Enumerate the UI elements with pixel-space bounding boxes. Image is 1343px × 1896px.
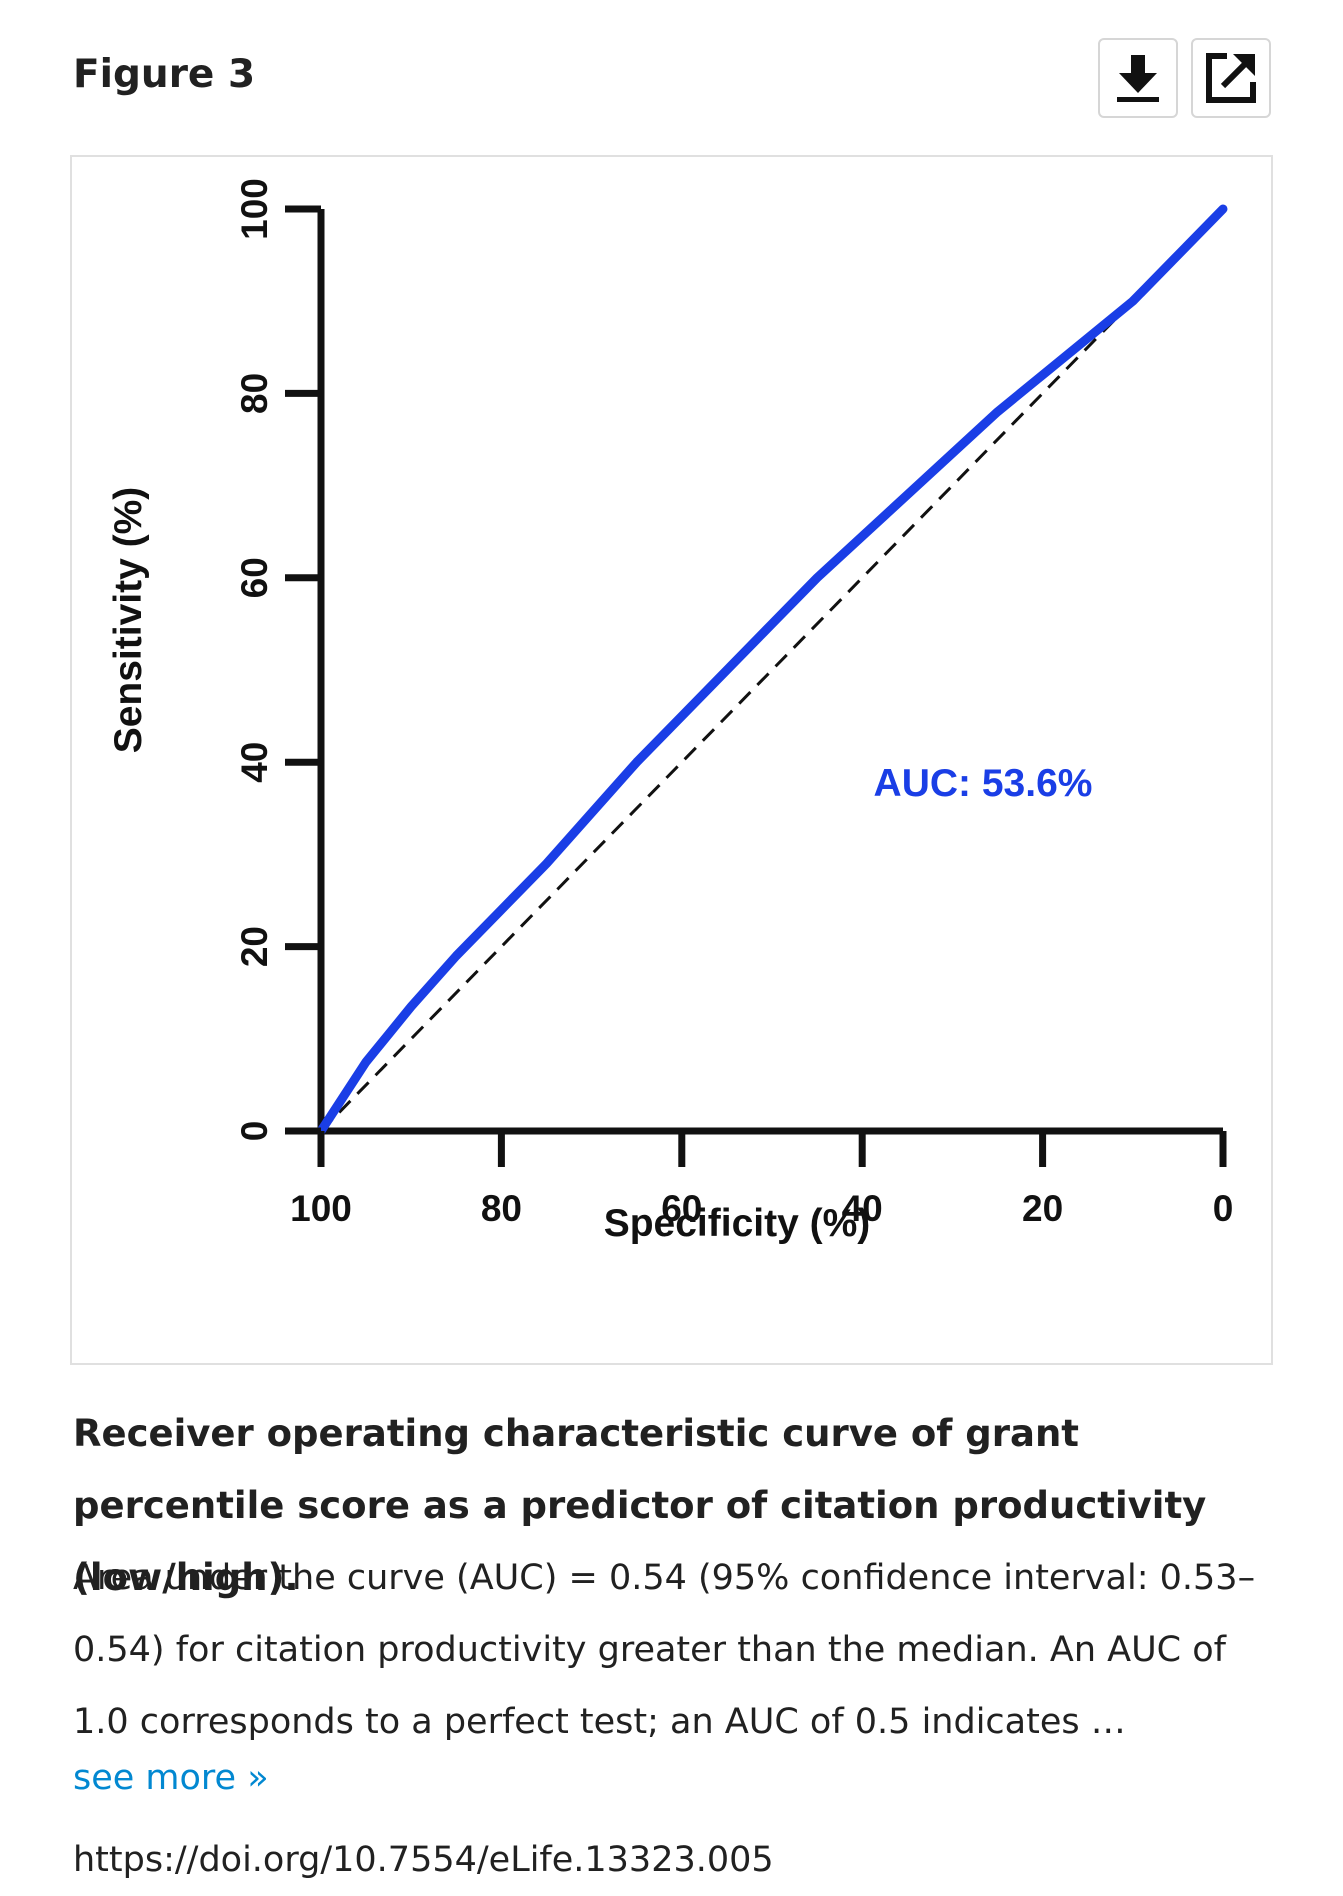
- caption-body: Area under the curve (AUC) = 0.54 (95% c…: [73, 1558, 1256, 1742]
- x-tick-label: 60: [661, 1188, 702, 1229]
- roc-curve: [316, 204, 1228, 1136]
- x-tick-label: 40: [842, 1188, 883, 1229]
- x-tick-label: 80: [481, 1188, 522, 1229]
- y-tick-label: 0: [234, 1121, 275, 1142]
- chart-frame: 100 80 60 40 20 0 0 20 40 60 80 100 AUC: 53.6% Spec…: [70, 155, 1273, 1365]
- auc-annotation: AUC: 53.6%: [874, 762, 1093, 805]
- y-axis-label: Sensitivity (%): [107, 487, 150, 754]
- doi-link[interactable]: https://doi.org/10.7554/eLife.13323.005: [73, 1840, 774, 1880]
- y-tick-label: 100: [234, 178, 275, 240]
- open-in-new-button[interactable]: [1191, 38, 1271, 118]
- figure-title: Figure 3: [73, 52, 256, 97]
- open-external-icon: [1206, 53, 1256, 103]
- roc-chart: 100 80 60 40 20 0 0 20 40 60 80 100 AUC: 53.6% Spec…: [107, 178, 1234, 1245]
- y-tick-label: 20: [234, 926, 275, 967]
- x-tick-label: 20: [1022, 1188, 1063, 1229]
- see-more-link[interactable]: see more »: [73, 1758, 269, 1798]
- x-axis-label: Specificity (%): [604, 1202, 871, 1245]
- y-tick-label: 40: [234, 742, 275, 783]
- x-tick-label: 100: [290, 1188, 352, 1229]
- reference-diagonal: [319, 207, 1225, 1133]
- caption-title: Receiver operating characteristic curve …: [73, 1412, 1207, 1599]
- y-tick-label: 60: [234, 557, 275, 598]
- download-button[interactable]: [1098, 38, 1178, 118]
- download-icon: [1117, 55, 1159, 102]
- x-tick-label: 0: [1213, 1188, 1234, 1229]
- y-tick-label: 80: [234, 373, 275, 414]
